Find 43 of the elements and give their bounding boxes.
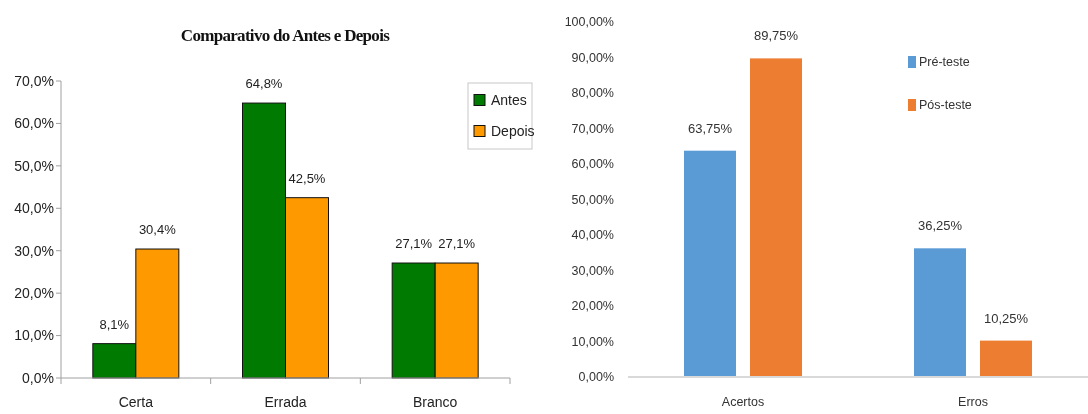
y-tick-label: 100,00% — [564, 15, 614, 30]
bar — [914, 248, 966, 377]
y-tick-label: 40,00% — [571, 228, 614, 243]
chart-title: Comparativo do Antes e Depois — [180, 26, 391, 45]
data-label: 10,25% — [983, 310, 1029, 326]
y-tick-label: 50,00% — [571, 192, 614, 207]
data-label: 64,8% — [245, 76, 283, 92]
bar — [684, 150, 736, 377]
bar — [980, 340, 1032, 377]
data-label: 89,75% — [753, 28, 799, 44]
y-tick-label: 50,0% — [14, 157, 54, 174]
x-tick-label: Certa — [118, 394, 154, 410]
data-label: 63,75% — [687, 120, 733, 136]
x-tick-label: Branco — [412, 394, 458, 410]
x-tick-label: Errada — [264, 394, 307, 410]
y-tick-label: 30,0% — [14, 242, 54, 259]
y-tick-label: 70,0% — [14, 72, 54, 89]
data-label: 42,5% — [288, 170, 326, 186]
y-tick-label: 20,0% — [14, 285, 54, 302]
y-tick-label: 90,00% — [571, 50, 614, 65]
y-tick-label: 70,00% — [571, 121, 614, 136]
y-tick-label: 10,00% — [571, 334, 614, 349]
y-tick-label: 0,00% — [578, 370, 614, 385]
data-label: 27,1% — [438, 236, 476, 252]
x-tick-label: Erros — [958, 395, 988, 409]
y-tick-label: 20,00% — [571, 299, 614, 314]
data-label: 8,1% — [99, 316, 130, 332]
legend-label: Pós-teste — [919, 98, 972, 113]
y-tick-label: 60,0% — [14, 115, 54, 132]
bar — [750, 58, 802, 377]
data-label: 30,4% — [138, 222, 177, 238]
y-tick-label: 10,0% — [14, 327, 54, 344]
data-label: 27,1% — [395, 236, 433, 252]
y-tick-label: 60,00% — [571, 157, 614, 172]
y-tick-label: 40,0% — [14, 200, 54, 217]
legend-label: Pré-teste — [919, 55, 970, 70]
y-tick-label: 30,00% — [571, 263, 614, 278]
legend-label: Depois — [491, 122, 535, 139]
y-tick-label: 80,00% — [571, 86, 614, 101]
data-label: 36,25% — [917, 218, 963, 234]
y-tick-label: 0,0% — [22, 369, 54, 386]
legend-label: Antes — [491, 91, 527, 108]
x-tick-label: Acertos — [721, 395, 765, 409]
